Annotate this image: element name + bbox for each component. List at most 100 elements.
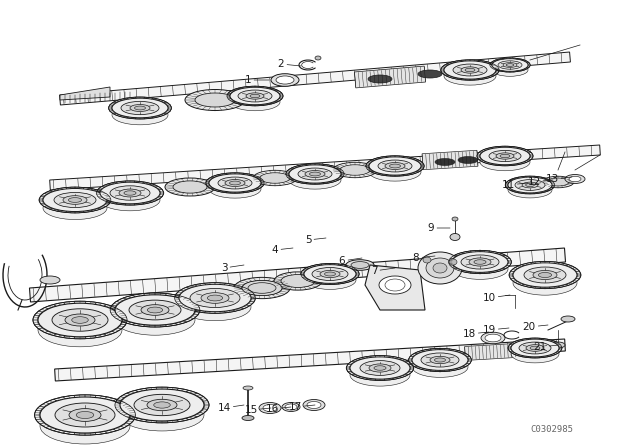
Text: 15: 15 [244,405,271,415]
Ellipse shape [477,146,533,166]
Ellipse shape [508,182,552,198]
Ellipse shape [480,147,530,165]
Ellipse shape [346,260,374,270]
Ellipse shape [230,181,241,185]
Ellipse shape [538,272,552,277]
Ellipse shape [458,156,478,164]
Ellipse shape [301,263,359,284]
Ellipse shape [242,280,282,296]
Ellipse shape [68,198,82,202]
Ellipse shape [333,162,377,178]
Ellipse shape [250,94,260,98]
Ellipse shape [259,402,281,414]
Ellipse shape [129,300,181,320]
Ellipse shape [444,67,496,85]
Text: 12: 12 [527,177,553,187]
Text: 8: 8 [413,253,435,263]
Ellipse shape [112,105,168,125]
Ellipse shape [452,217,458,221]
Ellipse shape [418,252,462,284]
Ellipse shape [324,272,335,276]
Ellipse shape [524,267,566,283]
Ellipse shape [115,295,195,325]
Ellipse shape [43,189,107,211]
Ellipse shape [435,159,455,165]
Ellipse shape [40,408,130,444]
Ellipse shape [469,258,491,266]
Ellipse shape [285,404,297,410]
Ellipse shape [435,358,445,362]
Ellipse shape [100,182,160,204]
Ellipse shape [282,402,300,412]
Ellipse shape [452,252,508,272]
Ellipse shape [175,283,255,313]
Ellipse shape [298,168,332,180]
Ellipse shape [190,289,240,307]
Text: 1: 1 [244,75,269,85]
Ellipse shape [320,271,340,278]
Text: 10: 10 [483,293,510,303]
Ellipse shape [185,90,245,111]
Ellipse shape [525,183,534,186]
Ellipse shape [508,338,562,358]
Ellipse shape [441,60,499,80]
Ellipse shape [165,178,215,196]
Ellipse shape [509,261,581,289]
Ellipse shape [312,267,348,280]
Ellipse shape [346,356,413,380]
Ellipse shape [379,276,411,294]
Ellipse shape [513,263,577,287]
Text: 4: 4 [272,245,293,255]
Ellipse shape [274,272,322,290]
Ellipse shape [242,280,282,296]
Ellipse shape [289,171,341,189]
Ellipse shape [369,163,421,181]
Ellipse shape [390,164,401,168]
Ellipse shape [147,307,163,313]
Ellipse shape [369,364,391,372]
Ellipse shape [542,176,574,188]
Text: 2: 2 [278,59,301,69]
Ellipse shape [65,314,95,326]
Ellipse shape [351,262,369,268]
Text: 20: 20 [522,322,548,332]
Ellipse shape [209,180,261,198]
Ellipse shape [551,342,565,348]
Ellipse shape [500,154,510,158]
Ellipse shape [120,399,204,431]
Ellipse shape [234,277,290,299]
Ellipse shape [207,295,223,301]
Ellipse shape [511,345,559,363]
Ellipse shape [130,104,150,112]
Ellipse shape [35,395,136,435]
Ellipse shape [421,353,459,367]
Ellipse shape [286,164,344,184]
Ellipse shape [238,90,272,102]
Ellipse shape [506,176,555,194]
Ellipse shape [453,64,487,76]
Ellipse shape [206,173,264,193]
Ellipse shape [52,309,108,331]
Ellipse shape [369,157,421,175]
Ellipse shape [490,58,530,72]
Ellipse shape [412,357,468,377]
Ellipse shape [33,301,127,339]
Ellipse shape [465,68,475,72]
Text: 3: 3 [221,263,244,273]
Ellipse shape [378,160,412,172]
Ellipse shape [368,75,392,83]
Ellipse shape [179,284,251,312]
Ellipse shape [423,257,431,263]
Ellipse shape [513,271,577,295]
Ellipse shape [110,186,150,200]
Ellipse shape [179,293,251,321]
Ellipse shape [547,178,569,186]
Text: 9: 9 [428,223,450,233]
Ellipse shape [121,101,159,115]
Ellipse shape [489,151,521,162]
Ellipse shape [54,193,96,207]
Ellipse shape [289,165,341,183]
Ellipse shape [134,106,145,110]
Ellipse shape [508,177,552,193]
Ellipse shape [511,339,559,357]
